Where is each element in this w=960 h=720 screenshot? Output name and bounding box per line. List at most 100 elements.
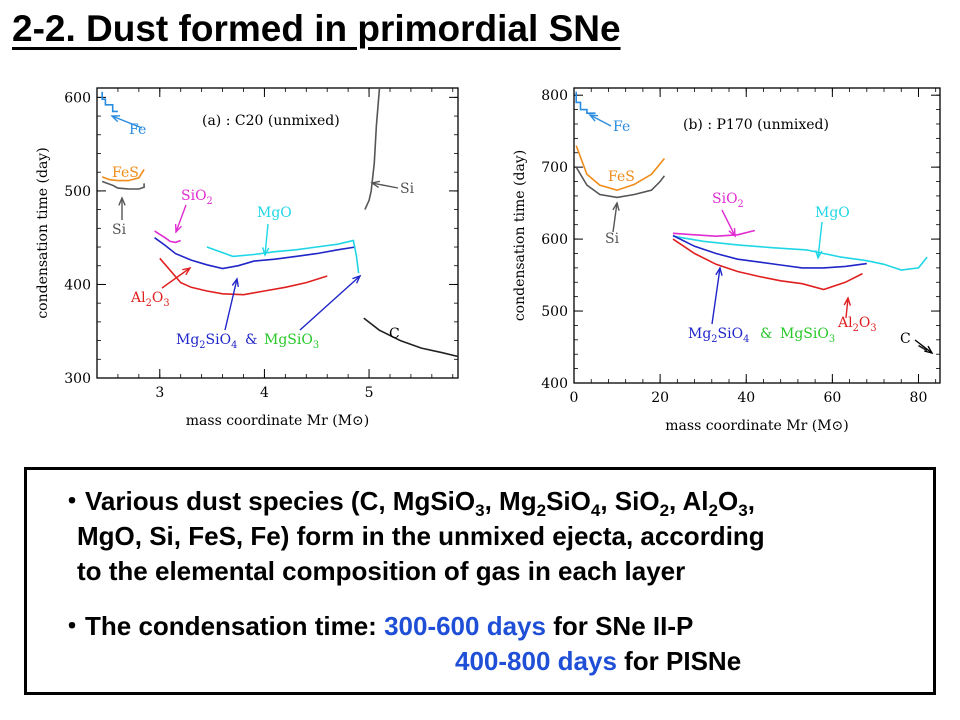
label-amp: & — [245, 332, 257, 348]
arrow-si-head — [118, 196, 126, 206]
arrow-mg2sio4-shaft — [224, 278, 238, 331]
slide-title: 2-2. Dust formed in primordial SNe — [12, 8, 621, 49]
label-sio2: SiO2 — [712, 191, 744, 210]
bullet1-text: , SiO — [600, 486, 660, 516]
summary-box: ・Various dust species (C, MgSiO3, Mg2SiO… — [24, 467, 936, 695]
arrow-mgsio3 — [299, 274, 362, 331]
label-si: Si — [112, 222, 127, 238]
series-line-fes — [575, 145, 666, 192]
label-sio2: SiO2 — [181, 188, 213, 207]
label-mg2sio4: Mg2SiO4 — [688, 326, 749, 345]
arrow-fe-head — [110, 115, 121, 123]
arrow-mg2sio4 — [224, 277, 240, 331]
series-line-fe — [575, 91, 596, 114]
arrow-mgo-shaft — [264, 223, 269, 256]
label-mg2sio4: Mg2SiO4 — [176, 332, 237, 351]
bullet-condensation-time: ・The condensation time: 300-600 days for… — [59, 609, 693, 644]
subscript: 4 — [590, 501, 601, 520]
y-tick-label: 500 — [541, 304, 568, 320]
series-line-mg2sio4 — [154, 237, 356, 270]
arrow-mgsio3-head — [352, 274, 362, 284]
subscript: 3 — [738, 501, 748, 520]
y-tick-label: 800 — [541, 88, 568, 104]
y-axis-label: condensation time (day) — [35, 147, 51, 318]
arrow-fe-shaft — [111, 115, 143, 129]
label-mgo: MgO — [257, 205, 292, 221]
series-line-mgo — [672, 235, 928, 271]
arrow-mgo-shaft — [817, 221, 823, 259]
x-axis-label: mass coordinate Mr (M⊙) — [186, 413, 369, 429]
arrow-c-shaft — [914, 339, 933, 354]
subscript: 3 — [475, 501, 485, 520]
bullet1-text: , Mg — [484, 486, 537, 516]
arrow-al2o3-shaft — [161, 267, 191, 289]
label-c: C — [389, 326, 400, 342]
series-line-si — [364, 87, 381, 210]
y-tick-label: 600 — [64, 90, 91, 106]
label-al2o3: Al2O3 — [837, 315, 877, 334]
arrow-mg2sio4-head — [231, 277, 240, 288]
x-tick-label: 4 — [260, 385, 269, 401]
bullet1-text: , Al — [669, 486, 709, 516]
series-line-al2o3 — [672, 238, 863, 291]
series-line-si — [101, 180, 145, 190]
label-si-right: Si — [400, 181, 415, 197]
y-tick-label: 600 — [541, 232, 568, 248]
series-line-mgo — [206, 239, 360, 274]
arrow-al2o3 — [843, 296, 852, 319]
bullet1-line3: to the elemental composition of gas in e… — [77, 556, 686, 586]
arrow-si-head — [612, 201, 620, 211]
panel-b-p170: 0 20 40 60 80 400 500 600 700 800 mass coordinate … — [512, 87, 941, 434]
x-tick-label: 60 — [823, 390, 841, 406]
series-line-si — [575, 166, 666, 199]
arrow-al2o3-head — [843, 296, 852, 306]
arrow-fe-head — [588, 114, 599, 122]
arrow-si-right-shaft — [371, 182, 399, 189]
subscript: 2 — [659, 501, 670, 520]
panel-a-c20: 3 4 5 300 400 500 600 mass coordinate Mr (M⊙) co… — [35, 87, 459, 429]
bullet1-text: Various dust species (C, MgSiO — [85, 486, 476, 516]
bullet1-text: , — [747, 486, 755, 516]
panel-title: (b) : P170 (unmixed) — [683, 117, 829, 133]
series-line-c — [363, 317, 459, 358]
arrow-sio2-head — [728, 227, 736, 238]
arrow-si — [118, 196, 126, 220]
bullet-condensation-time-pisne: 400-800 days for PISNe — [455, 644, 741, 679]
y-tick-label: 500 — [64, 184, 91, 200]
arrow-sio2-head — [174, 223, 182, 234]
y-tick-label: 700 — [541, 160, 568, 176]
x-tick-label: 20 — [651, 390, 669, 406]
x-tick-label: 5 — [365, 385, 374, 401]
series-line-fes — [101, 168, 145, 182]
plot-frame — [96, 87, 459, 379]
label-mgo: MgO — [815, 205, 850, 221]
subscript: 2 — [536, 501, 547, 520]
arrow-sio2 — [721, 209, 736, 238]
arrow-mgo-head — [815, 250, 823, 260]
bullet2-suffix-pisne: for PISNe — [624, 646, 742, 676]
series-line-sio2 — [154, 230, 181, 244]
arrow-si-shaft — [612, 202, 618, 233]
arrow-mg2sio4-shaft — [711, 267, 721, 325]
arrow-si — [612, 201, 620, 233]
bullet1-line2: MgO, Si, FeS, Fe) form in the unmixed ej… — [77, 521, 765, 551]
arrow-si-right — [370, 180, 399, 189]
label-mgsio3: MgSiO3 — [264, 332, 319, 351]
range-pisne: 400-800 days — [455, 646, 617, 676]
arrow-al2o3-shaft — [845, 297, 849, 319]
panel-title: (a) : C20 (unmixed) — [202, 113, 340, 129]
x-tick-label: 3 — [155, 385, 164, 401]
label-fes: FeS — [112, 165, 139, 181]
x-tick-label: 80 — [910, 390, 928, 406]
series-line-c — [918, 344, 928, 352]
arrow-mg2sio4-head — [715, 266, 723, 276]
arrow-mg2sio4 — [711, 266, 723, 325]
label-fe: Fe — [613, 119, 630, 135]
arrow-mgsio3-shaft — [299, 275, 361, 331]
arrow-fe-shaft — [589, 114, 612, 127]
arrow-al2o3-head — [182, 266, 192, 276]
bullet2-label: The condensation time: — [85, 611, 377, 641]
label-fe: Fe — [129, 122, 146, 138]
arrow-sio2-shaft — [721, 209, 736, 237]
